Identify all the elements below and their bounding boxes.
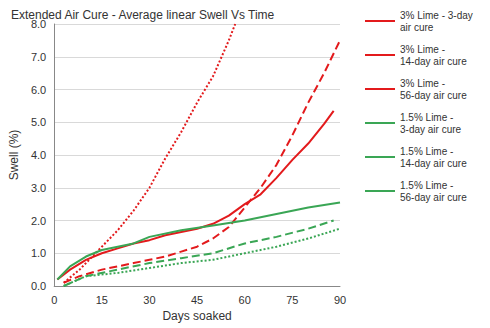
svg-text:0.0: 0.0	[31, 280, 46, 292]
svg-text:30: 30	[143, 294, 155, 306]
svg-text:5.0: 5.0	[31, 116, 46, 128]
svg-text:3.0: 3.0	[31, 182, 46, 194]
svg-text:Days soaked: Days soaked	[162, 309, 231, 323]
svg-text:Swell (%): Swell (%)	[7, 130, 21, 181]
svg-text:90: 90	[334, 294, 346, 306]
svg-text:14-day air cure: 14-day air cure	[400, 56, 467, 67]
svg-text:56-day air cure: 56-day air cure	[400, 192, 467, 203]
svg-text:1.5% Lime -: 1.5% Lime -	[400, 146, 456, 157]
svg-text:8.0: 8.0	[30, 18, 47, 30]
svg-text:3-day air cure: 3-day air cure	[400, 124, 462, 135]
svg-text:Extended Air Cure - Average li: Extended Air Cure - Average linear Swell…	[11, 8, 275, 22]
svg-text:14-day air cure: 14-day air cure	[400, 158, 467, 169]
svg-text:7.0: 7.0	[31, 51, 46, 63]
svg-text:2.0: 2.0	[31, 215, 46, 227]
svg-text:60: 60	[239, 294, 251, 306]
svg-text:56-day air cure: 56-day air cure	[400, 90, 467, 101]
svg-text:3% Lime -: 3% Lime -	[400, 78, 448, 89]
svg-text:1.5% Lime -: 1.5% Lime -	[400, 180, 456, 191]
svg-text:3% Lime - 3-day: 3% Lime - 3-day	[400, 10, 476, 21]
svg-text:15: 15	[96, 294, 108, 306]
svg-text:6.0: 6.0	[31, 84, 46, 96]
svg-text:4.0: 4.0	[31, 149, 46, 161]
svg-text:air cure: air cure	[400, 22, 434, 33]
svg-text:0: 0	[51, 294, 57, 306]
svg-text:75: 75	[286, 294, 298, 306]
svg-text:3% Lime -: 3% Lime -	[400, 44, 448, 55]
svg-text:45: 45	[191, 294, 203, 306]
svg-text:1.0: 1.0	[31, 247, 46, 259]
svg-text:1.5% Lime -: 1.5% Lime -	[400, 112, 456, 123]
